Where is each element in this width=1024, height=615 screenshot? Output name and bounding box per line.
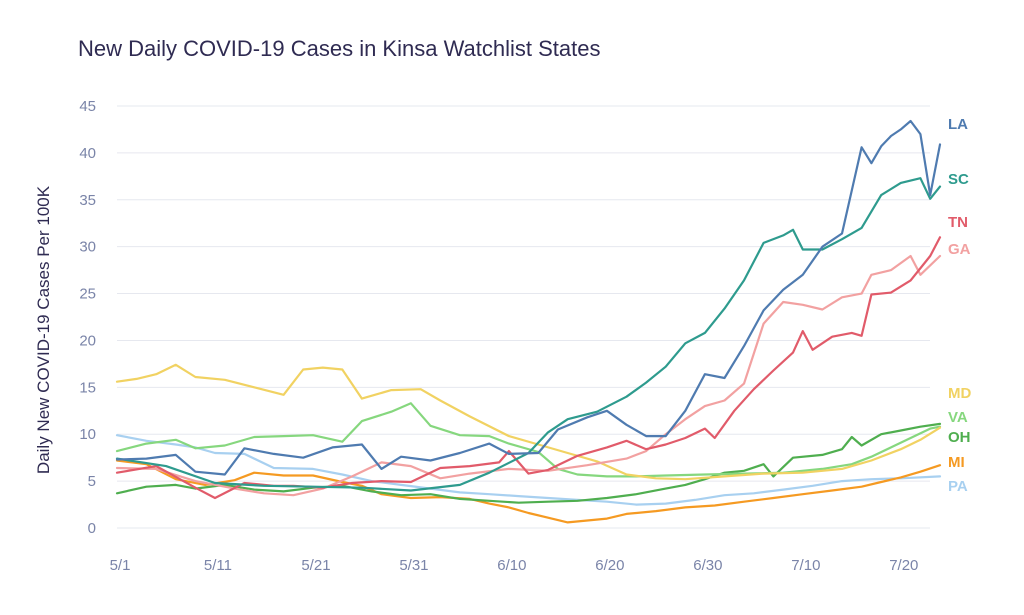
series-line-va [115,402,942,478]
y-tick-label: 10 [79,426,96,443]
series-line-sc [115,177,942,492]
series-line-mi [115,459,942,524]
y-tick-label: 30 [79,239,96,256]
y-tick-label: 15 [79,379,96,396]
series-line-tn [115,236,942,500]
y-tick-label: 45 [79,98,96,115]
series-label-ga: GA [948,241,971,258]
series-line-md [115,363,942,481]
x-tick-label: 6/30 [693,557,722,574]
y-tick-label: 25 [79,286,96,303]
y-tick-label: 0 [88,520,96,537]
y-axis-ticks: 0 5 10 15 20 25 30 35 40 45 [79,98,96,537]
y-tick-label: 20 [79,332,96,349]
x-axis-ticks: 5/1 5/11 5/21 5/31 6/10 6/20 6/30 7/10 7/20 [110,557,919,574]
x-tick-label: 6/10 [497,557,526,574]
x-tick-label: 7/20 [889,557,918,574]
series-lines [115,119,942,524]
series-label-sc: SC [948,171,969,188]
x-tick-label: 6/20 [595,557,624,574]
series-label-md: MD [948,385,971,402]
series-line-pa [115,434,942,506]
series-line-oh [115,422,942,504]
x-tick-label: 5/11 [204,557,232,574]
gridlines [117,105,930,529]
series-label-va: VA [948,409,968,426]
x-tick-label: 5/1 [110,557,131,574]
series-label-oh: OH [948,429,971,446]
chart-title: New Daily COVID-19 Cases in Kinsa Watchl… [78,36,601,61]
series-label-mi: MI [948,454,965,471]
y-tick-label: 5 [88,473,96,490]
series-line-la [115,119,942,476]
x-tick-label: 7/10 [791,557,820,574]
series-label-la: LA [948,116,968,133]
series-line-ga [115,254,942,497]
y-tick-label: 40 [79,145,96,162]
series-labels: LA SC TN GA MD VA OH MI PA [948,116,971,495]
series-label-tn: TN [948,214,968,231]
series-label-pa: PA [948,478,968,495]
y-axis-label: Daily New COVID-19 Cases Per 100K [34,185,53,474]
y-tick-label: 35 [79,192,96,209]
x-tick-label: 5/31 [399,557,428,574]
x-tick-label: 5/21 [301,557,330,574]
